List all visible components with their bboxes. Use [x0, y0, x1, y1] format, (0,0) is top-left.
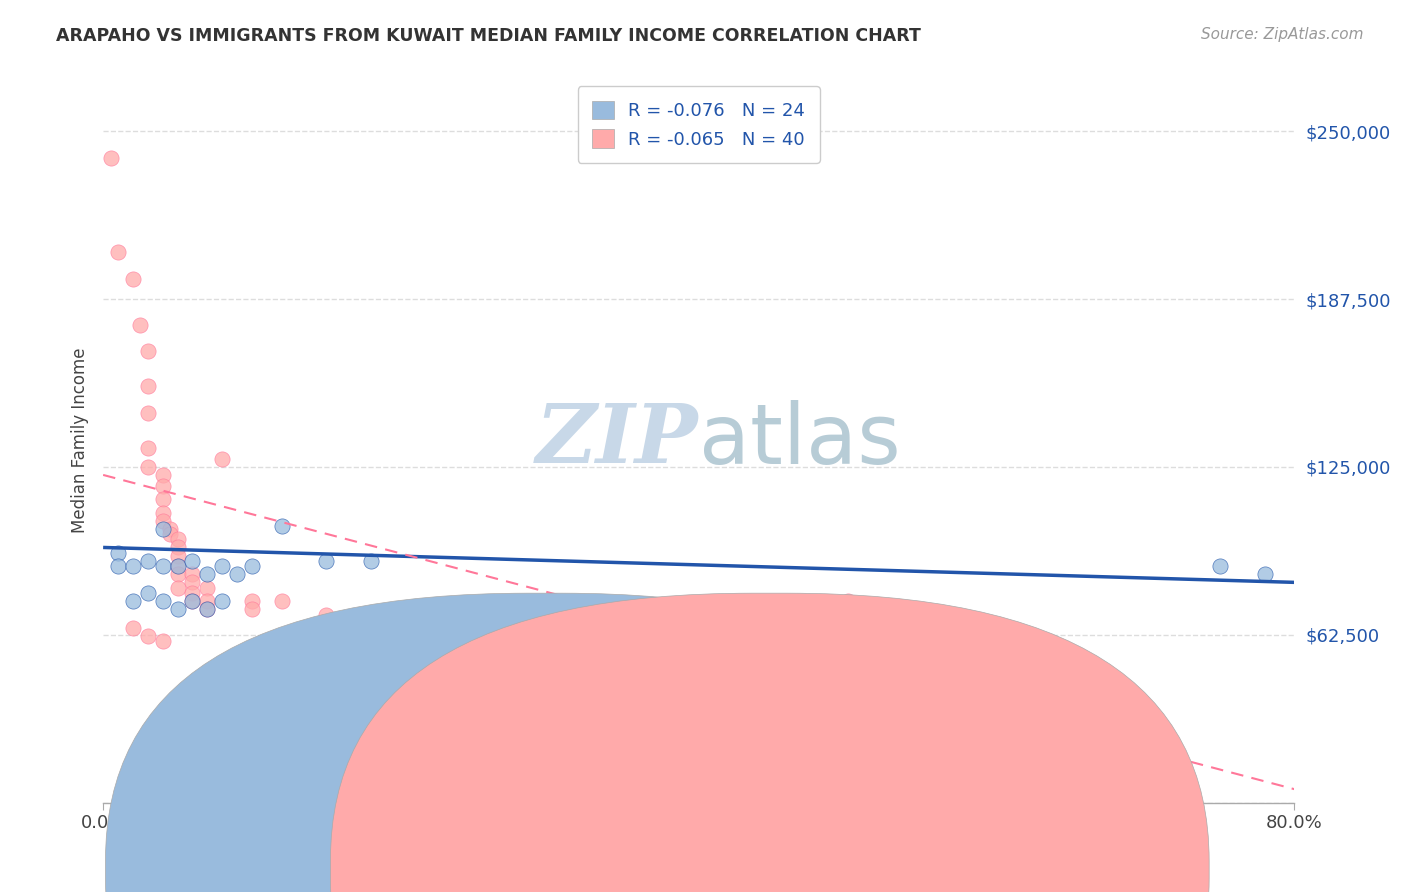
- Point: [986, 621, 1008, 635]
- Point: [166, 602, 188, 616]
- Point: [240, 594, 263, 608]
- Point: [837, 594, 859, 608]
- Point: [159, 522, 181, 536]
- Point: [152, 559, 174, 574]
- Point: [195, 581, 218, 595]
- Point: [613, 682, 636, 697]
- Point: [166, 533, 188, 547]
- Point: [240, 559, 263, 574]
- Point: [1209, 559, 1232, 574]
- Point: [122, 621, 145, 635]
- Point: [152, 506, 174, 520]
- Text: Immigrants from Kuwait: Immigrants from Kuwait: [787, 861, 1004, 879]
- Point: [195, 602, 218, 616]
- Point: [159, 527, 181, 541]
- Point: [166, 581, 188, 595]
- Point: [107, 559, 129, 574]
- Point: [211, 559, 233, 574]
- Point: [136, 554, 159, 568]
- Point: [107, 546, 129, 560]
- Point: [152, 514, 174, 528]
- Point: [181, 594, 204, 608]
- Point: [1253, 567, 1275, 582]
- Text: ARAPAHO VS IMMIGRANTS FROM KUWAIT MEDIAN FAMILY INCOME CORRELATION CHART: ARAPAHO VS IMMIGRANTS FROM KUWAIT MEDIAN…: [56, 27, 921, 45]
- Point: [152, 594, 174, 608]
- Point: [152, 522, 174, 536]
- Legend: R = -0.076   N = 24, R = -0.065   N = 40: R = -0.076 N = 24, R = -0.065 N = 40: [578, 87, 820, 163]
- Point: [195, 567, 218, 582]
- Point: [181, 554, 204, 568]
- Point: [181, 575, 204, 590]
- Point: [136, 629, 159, 643]
- Point: [166, 559, 188, 574]
- Point: [136, 406, 159, 420]
- Point: [100, 151, 122, 165]
- Point: [136, 441, 159, 455]
- Point: [136, 586, 159, 600]
- Point: [152, 467, 174, 482]
- Point: [181, 586, 204, 600]
- Point: [315, 607, 337, 622]
- Point: [270, 594, 292, 608]
- Point: [122, 272, 145, 286]
- Point: [152, 478, 174, 492]
- Point: [136, 344, 159, 359]
- Point: [315, 621, 337, 635]
- Point: [107, 245, 129, 260]
- Point: [122, 559, 145, 574]
- Text: Source: ZipAtlas.com: Source: ZipAtlas.com: [1201, 27, 1364, 42]
- Point: [152, 492, 174, 507]
- Point: [226, 567, 249, 582]
- Point: [211, 594, 233, 608]
- Point: [181, 567, 204, 582]
- Point: [122, 594, 145, 608]
- Point: [360, 554, 382, 568]
- Y-axis label: Median Family Income: Median Family Income: [72, 347, 89, 533]
- Point: [166, 559, 188, 574]
- Point: [240, 602, 263, 616]
- Point: [136, 459, 159, 474]
- Point: [136, 379, 159, 393]
- Point: [166, 541, 188, 555]
- Point: [152, 634, 174, 648]
- Text: Arapaho: Arapaho: [591, 861, 666, 879]
- Point: [166, 567, 188, 582]
- Text: atlas: atlas: [699, 400, 900, 481]
- Point: [211, 451, 233, 466]
- Point: [129, 318, 152, 332]
- Point: [181, 594, 204, 608]
- Point: [270, 519, 292, 533]
- Point: [195, 602, 218, 616]
- Point: [195, 594, 218, 608]
- Point: [315, 554, 337, 568]
- Point: [166, 549, 188, 563]
- Point: [538, 648, 561, 662]
- Text: ZIP: ZIP: [536, 400, 699, 480]
